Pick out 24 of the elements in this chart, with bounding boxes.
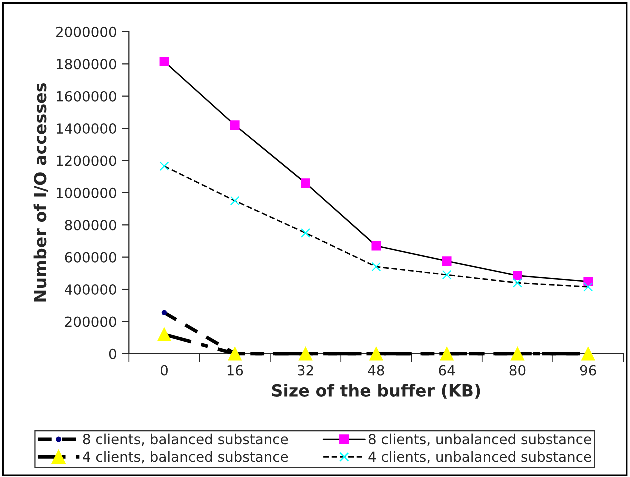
- x-tick-label: 80: [510, 365, 526, 376]
- y-tick-label: 1800000: [57, 59, 116, 70]
- legend-label: 8 clients, unbalanced substance: [368, 434, 592, 446]
- x-tick-label: 0: [160, 365, 168, 376]
- y-tick-label: 1200000: [57, 156, 116, 166]
- y-tick-label: 1600000: [57, 91, 116, 102]
- x-tick-label: 48: [368, 365, 384, 376]
- y-tick-label: 400000: [65, 284, 116, 296]
- y-tick-label: 200000: [65, 316, 116, 328]
- x-tick-label: 64: [439, 365, 456, 376]
- legend-label: 4 clients, balanced substance: [83, 451, 288, 464]
- legend-label: 4 clients, unbalanced substance: [368, 451, 592, 464]
- legend-label: 8 clients, balanced substance: [83, 434, 288, 446]
- x-tick-label: 16: [228, 365, 244, 376]
- y-tick-label: 1000000: [57, 188, 116, 198]
- x-tick-label: 96: [580, 365, 596, 376]
- y-axis-title: Number of I/O accesses: [34, 83, 48, 302]
- x-tick-label: 32: [298, 365, 314, 376]
- y-tick-label: 600000: [65, 252, 116, 263]
- y-tick-label: 800000: [65, 220, 116, 231]
- y-tick-label: 0: [109, 348, 116, 360]
- y-tick-label: 2000000: [56, 26, 116, 38]
- y-tick-label: 1400000: [57, 124, 116, 134]
- x-axis-title: Size of the buffer (KB): [272, 384, 480, 399]
